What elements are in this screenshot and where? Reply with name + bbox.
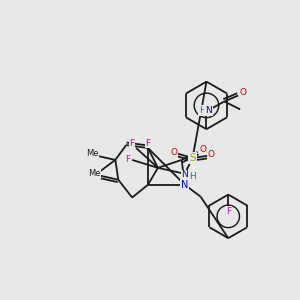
- Text: N: N: [181, 180, 188, 190]
- Text: F: F: [146, 139, 151, 148]
- Text: O: O: [170, 148, 177, 158]
- Text: O: O: [240, 88, 247, 97]
- Text: F: F: [125, 155, 130, 164]
- Text: F: F: [130, 139, 135, 148]
- Text: Me: Me: [88, 169, 101, 178]
- Text: S: S: [189, 153, 196, 163]
- Text: O: O: [199, 145, 206, 154]
- Text: N: N: [205, 106, 212, 115]
- Text: Me: Me: [86, 149, 99, 158]
- Text: H: H: [189, 172, 196, 181]
- Text: O: O: [208, 151, 215, 160]
- Text: O: O: [91, 169, 98, 178]
- Text: H: H: [199, 106, 206, 115]
- Text: N: N: [181, 170, 188, 179]
- Text: F: F: [226, 207, 231, 216]
